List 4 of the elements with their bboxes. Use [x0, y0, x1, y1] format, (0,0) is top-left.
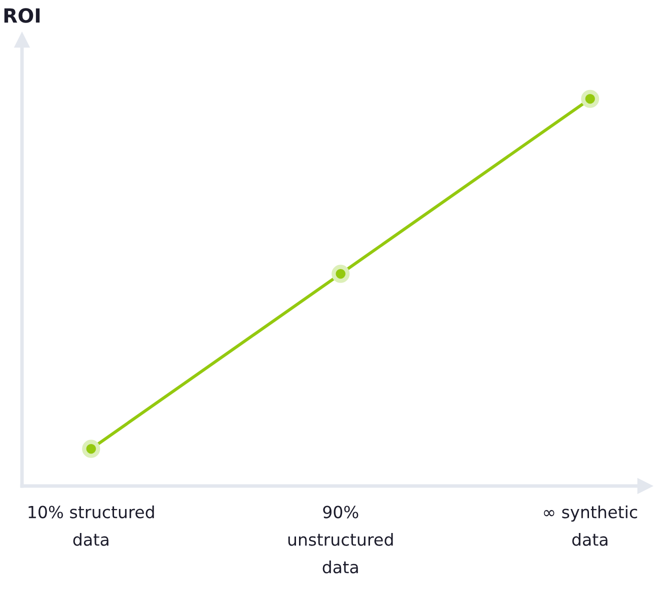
y-axis-title: ROI	[4, 8, 40, 23]
x-tick-label: 10% structured data	[28, 505, 154, 546]
x-tick-label: ∞ synthetic data	[544, 505, 638, 546]
x-tick-label: 90% unstructured data	[288, 506, 393, 574]
